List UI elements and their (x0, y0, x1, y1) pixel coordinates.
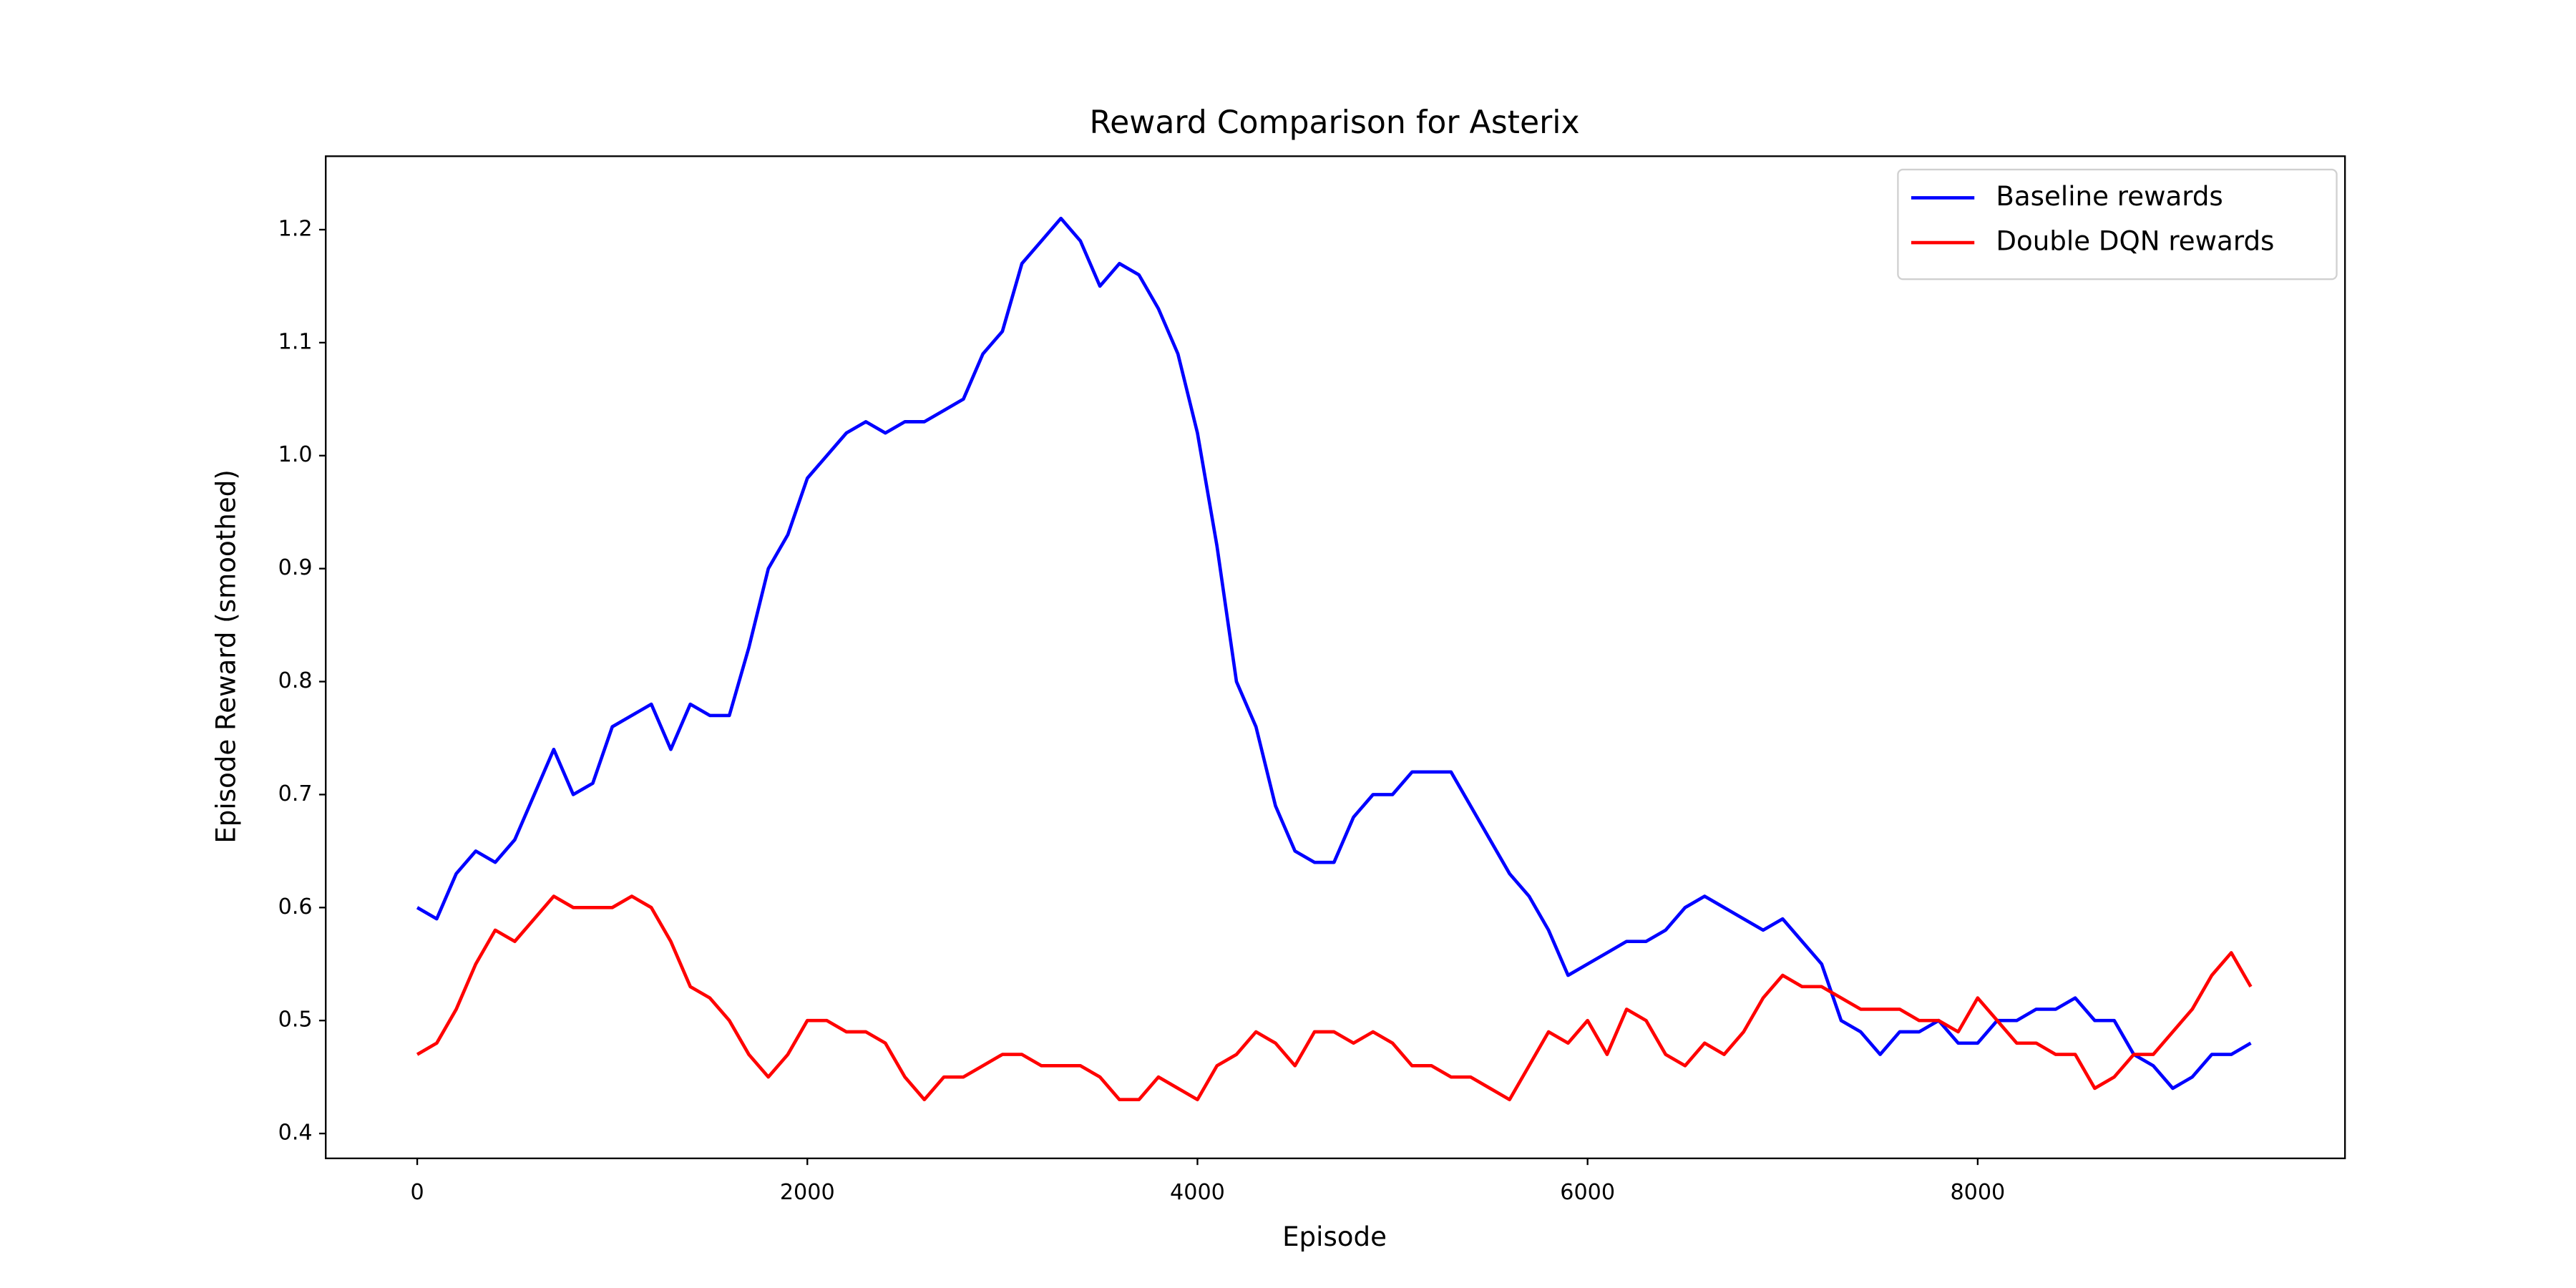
y-tick-label: 0.4 (278, 1121, 313, 1146)
y-tick-label: 0.6 (278, 894, 313, 919)
x-tick-label: 6000 (1560, 1180, 1615, 1205)
y-axis-label: Episode Reward (smoothed) (211, 469, 242, 844)
x-tick-label: 4000 (1170, 1180, 1225, 1205)
y-tick-label: 1.0 (278, 442, 313, 467)
y-tick-label: 0.9 (278, 555, 313, 580)
series-line (416, 216, 2252, 1091)
y-tick-label: 0.8 (278, 668, 313, 693)
x-tick-label: 2000 (780, 1180, 835, 1205)
series-line (416, 894, 2253, 1102)
x-tick-label: 0 (410, 1180, 424, 1205)
x-axis-label: Episode (1282, 1221, 1387, 1252)
legend-label: Baseline rewards (1996, 181, 2223, 212)
plot-frame (325, 155, 2346, 1159)
legend: Baseline rewards Double DQN rewards (1897, 168, 2338, 280)
x-tick-label: 8000 (1950, 1180, 2005, 1205)
legend-label: Double DQN rewards (1996, 226, 2274, 257)
chart-title: Reward Comparison for Asterix (1089, 104, 1579, 141)
y-tick-label: 0.7 (278, 781, 313, 806)
legend-box (1897, 168, 2338, 280)
y-tick-label: 1.1 (278, 329, 313, 354)
y-tick-label: 1.2 (278, 216, 313, 241)
y-tick-label: 0.5 (278, 1008, 313, 1033)
